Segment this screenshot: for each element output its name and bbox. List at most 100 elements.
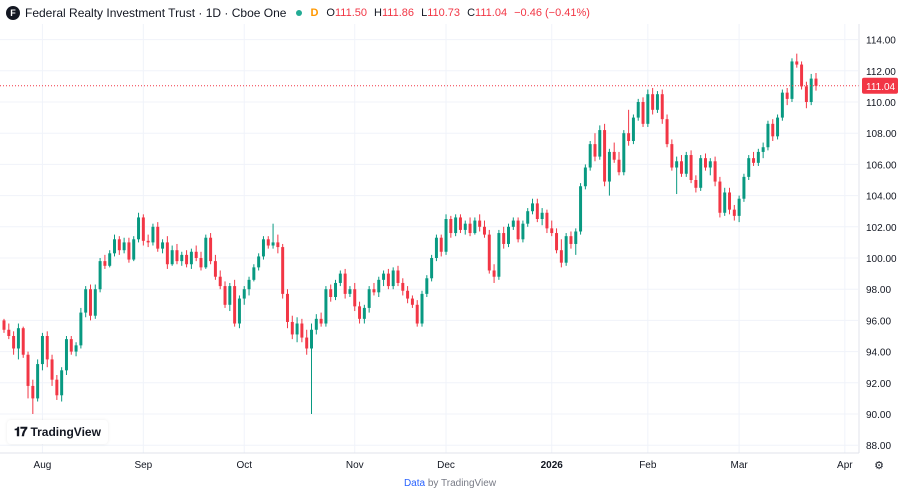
candle <box>425 275 429 297</box>
candle <box>804 81 808 109</box>
candle <box>223 281 227 308</box>
candle-body <box>665 119 669 145</box>
candle-body <box>598 130 602 157</box>
candle <box>507 223 510 248</box>
candle <box>242 286 246 305</box>
symbol-logo[interactable]: F <box>6 6 20 20</box>
candle <box>122 237 126 254</box>
candle <box>555 228 559 254</box>
candle <box>165 236 169 269</box>
symbol-title[interactable]: Federal Realty Investment Trust · 1D · C… <box>25 6 287 20</box>
price-axis[interactable]: 114.00 112.00 110.00 108.00 106.00 104.00 102.… <box>858 24 897 453</box>
attribution-text: by TradingView <box>425 478 497 489</box>
candle <box>660 89 664 124</box>
candle <box>113 234 116 257</box>
symbol-header: F Federal Realty Investment Trust · 1D ·… <box>6 4 594 22</box>
candle-body <box>747 158 751 177</box>
candle-body <box>579 186 583 232</box>
candle-body <box>646 94 650 124</box>
candle <box>338 270 342 287</box>
candle <box>444 214 448 255</box>
candle <box>103 254 107 269</box>
candle-body <box>511 220 515 227</box>
last-price-tag[interactable] <box>862 77 898 94</box>
candle-body <box>627 133 631 141</box>
candle-body <box>439 237 443 252</box>
price-tick-label: 92.00 <box>866 379 891 390</box>
candle <box>540 208 544 226</box>
candle <box>237 295 241 329</box>
candle-body <box>45 336 49 360</box>
candle <box>713 156 717 187</box>
candle <box>199 251 203 271</box>
candle-body <box>473 220 477 234</box>
candle <box>228 282 232 312</box>
candle-body <box>2 320 6 330</box>
candle <box>194 245 198 262</box>
candle-body <box>694 180 698 188</box>
candle-body <box>372 289 376 293</box>
candle-body <box>7 329 11 336</box>
time-tick-label: Dec <box>437 460 455 471</box>
candle-body <box>670 144 674 168</box>
candle-body <box>170 250 174 265</box>
candle-body <box>492 270 496 277</box>
candle-body <box>545 212 549 229</box>
candle <box>74 342 78 357</box>
candle <box>55 375 59 400</box>
candle-body <box>285 293 289 322</box>
price-tick-label: 100.00 <box>866 254 897 265</box>
candle <box>204 234 208 269</box>
last-price-line: 111.04 <box>0 77 898 94</box>
time-tick-label: Sep <box>134 460 152 471</box>
candle-body <box>636 102 640 118</box>
candle-body <box>194 251 198 258</box>
candle <box>324 286 328 327</box>
time-tick-label: Oct <box>236 460 252 471</box>
time-axis[interactable]: AugSepOctNovDec2026FebMarAprMay <box>0 452 900 471</box>
candle-body <box>199 258 203 268</box>
candle-body <box>310 329 313 349</box>
candle-body <box>516 220 520 240</box>
candle-body <box>209 237 213 262</box>
candle <box>665 114 669 148</box>
candle <box>641 97 645 127</box>
low-value: 110.73 <box>427 7 461 19</box>
candle <box>396 265 400 287</box>
candle-body <box>329 289 333 297</box>
candle-body <box>454 217 458 234</box>
candle <box>655 91 659 113</box>
candle <box>473 217 477 235</box>
candle <box>64 336 68 375</box>
candle <box>60 367 64 402</box>
candle <box>372 282 376 296</box>
candle <box>353 282 357 312</box>
data-link[interactable]: Data <box>403 478 426 489</box>
candle-body <box>146 240 150 243</box>
data-delay-badge[interactable]: D <box>310 7 319 19</box>
candle-body <box>434 237 438 258</box>
candle-body <box>314 318 318 330</box>
close-value: 111.04 <box>475 7 508 19</box>
candle-body <box>612 151 616 160</box>
candle <box>290 315 294 340</box>
candle <box>699 155 703 191</box>
candle-body <box>804 86 808 102</box>
candle-body <box>463 223 467 230</box>
candle <box>300 318 304 343</box>
gear-icon[interactable]: ⚙ <box>874 459 884 472</box>
candle-body <box>776 117 780 137</box>
candle-body <box>790 61 794 99</box>
candle-body <box>386 273 390 287</box>
candle-body <box>161 242 165 249</box>
candle <box>261 236 265 260</box>
low-label: L <box>421 7 428 19</box>
candle <box>170 245 174 266</box>
time-tick-label: Nov <box>346 460 364 471</box>
open-label: O <box>326 7 335 19</box>
candle <box>266 236 270 249</box>
candle-body <box>343 273 347 294</box>
tradingview-logo[interactable]: 𝟏𝟕 TradingView <box>7 420 108 444</box>
candle-body <box>531 203 535 212</box>
